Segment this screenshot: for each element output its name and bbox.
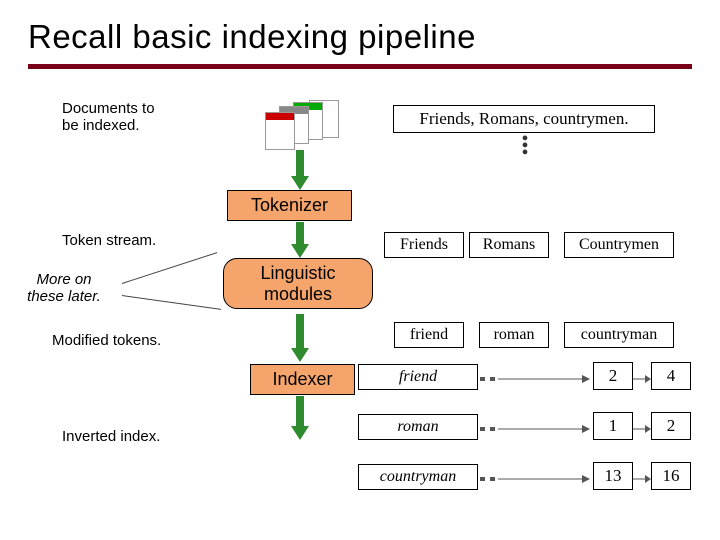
page-title: Recall basic indexing pipeline: [0, 0, 720, 64]
posting-2-1: 16: [651, 462, 691, 490]
conn-roman: [480, 424, 590, 434]
documents-label: Documents to be indexed.: [62, 100, 155, 134]
token-stream-label: Token stream.: [62, 232, 156, 249]
dict-friend: friend: [358, 364, 478, 390]
linguistic-module: Linguistic modules: [223, 258, 373, 309]
posting-1-0: 1: [593, 412, 633, 440]
modified-tokens-label: Modified tokens.: [52, 332, 161, 349]
document-icons: [265, 100, 345, 150]
conn-p10: [633, 424, 651, 434]
indexer-module: Indexer: [250, 364, 355, 395]
dict-countryman: countryman: [358, 464, 478, 490]
token-countryman: countryman: [564, 322, 674, 348]
posting-1-1: 2: [651, 412, 691, 440]
arrow-tokenizer-to-linguistic: [291, 222, 309, 258]
conn-p00: [633, 374, 651, 384]
dict-roman: roman: [358, 414, 478, 440]
posting-0-1: 4: [651, 362, 691, 390]
tokenizer-module: Tokenizer: [227, 190, 352, 221]
conn-friend: [480, 374, 590, 384]
arrow-indexer-down: [291, 396, 309, 440]
pointer-line-2: [122, 295, 221, 310]
token-friends: Friends: [384, 232, 464, 258]
arrow-linguistic-to-indexer: [291, 314, 309, 362]
token-romans: Romans: [469, 232, 549, 258]
posting-2-0: 13: [593, 462, 633, 490]
token-countrymen: Countrymen: [564, 232, 674, 258]
pointer-line-1: [122, 252, 217, 284]
posting-0-0: 2: [593, 362, 633, 390]
more-on-label: More on these later.: [4, 271, 124, 305]
token-roman: roman: [479, 322, 549, 348]
inverted-index-label: Inverted index.: [62, 428, 160, 445]
conn-countryman: [480, 474, 590, 484]
title-rule: [28, 64, 692, 69]
token-friend: friend: [394, 322, 464, 348]
conn-p20: [633, 474, 651, 484]
ellipsis-dots: •••: [520, 136, 530, 157]
arrow-docs-to-tokenizer: [291, 150, 309, 190]
